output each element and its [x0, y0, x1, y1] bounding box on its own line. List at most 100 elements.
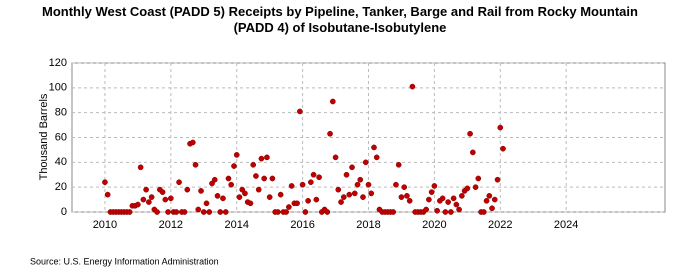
data-point	[203, 200, 210, 207]
x-tick-label: 2010	[93, 219, 117, 231]
data-point	[181, 209, 188, 215]
data-point	[338, 199, 344, 205]
data-point	[329, 98, 336, 105]
data-point	[307, 179, 314, 186]
data-point	[206, 209, 213, 215]
data-point	[283, 209, 289, 215]
data-point	[299, 181, 306, 188]
data-point	[220, 195, 226, 202]
data-point	[448, 209, 454, 215]
data-point	[189, 139, 196, 146]
data-point	[275, 209, 281, 215]
y-tick-label: 60	[55, 131, 67, 143]
data-point	[176, 179, 182, 186]
data-point	[458, 193, 465, 199]
data-point	[486, 193, 493, 199]
data-point	[340, 194, 347, 200]
data-point	[233, 152, 240, 158]
y-axis-label: Thousand Barrels	[38, 93, 50, 180]
data-point	[453, 201, 460, 208]
data-point	[225, 175, 232, 182]
data-point	[480, 209, 487, 215]
data-point	[140, 196, 147, 203]
data-point	[351, 190, 358, 197]
data-point	[261, 175, 268, 182]
data-point	[409, 83, 416, 90]
data-point	[231, 163, 237, 169]
data-point	[404, 193, 410, 199]
data-point	[135, 201, 141, 208]
data-point	[184, 186, 191, 193]
data-point	[500, 145, 506, 152]
data-point	[442, 209, 449, 215]
data-point	[258, 155, 265, 162]
data-point	[297, 108, 303, 115]
data-point	[104, 191, 111, 198]
data-point	[159, 189, 166, 195]
data-point	[365, 181, 372, 188]
data-point	[475, 175, 482, 182]
data-point	[277, 191, 284, 198]
y-tick-label: 100	[49, 82, 67, 94]
data-point	[472, 184, 479, 191]
data-point	[137, 164, 144, 171]
data-point	[250, 161, 257, 168]
y-tick-label: 40	[55, 156, 67, 168]
data-point	[167, 195, 174, 202]
data-point	[102, 179, 108, 186]
y-tick-label: 80	[55, 107, 67, 119]
data-point	[324, 209, 331, 215]
data-point	[154, 209, 160, 215]
data-point	[445, 199, 451, 205]
data-point	[228, 181, 235, 188]
data-point	[434, 207, 440, 214]
data-point	[450, 195, 457, 202]
data-point	[198, 188, 204, 194]
data-point	[143, 186, 149, 193]
data-point	[346, 191, 353, 198]
data-point	[173, 209, 180, 215]
data-point	[148, 194, 155, 200]
y-tick-label: 0	[61, 206, 67, 218]
data-point	[467, 130, 473, 137]
data-point	[371, 144, 377, 151]
data-point	[146, 199, 152, 205]
source-note: Source: U.S. Energy Information Administ…	[30, 256, 219, 266]
data-point	[393, 181, 399, 188]
data-point	[247, 200, 254, 207]
data-point	[214, 193, 221, 199]
data-point	[266, 194, 273, 200]
data-point	[332, 154, 339, 161]
data-point	[494, 176, 501, 183]
data-point	[483, 197, 490, 204]
data-point	[390, 209, 397, 215]
data-point	[343, 171, 350, 178]
data-point	[195, 206, 202, 213]
data-point	[360, 194, 366, 200]
data-point	[354, 181, 361, 188]
data-point	[253, 173, 259, 179]
x-tick-label: 2014	[224, 219, 248, 231]
data-point	[406, 197, 413, 204]
data-point	[316, 174, 322, 181]
data-point	[398, 194, 405, 200]
data-point	[200, 209, 207, 215]
y-tick-label: 20	[55, 181, 67, 193]
data-point	[428, 189, 435, 195]
data-point	[162, 196, 169, 203]
data-point	[242, 190, 248, 197]
data-point	[362, 159, 369, 166]
data-point	[192, 161, 199, 168]
data-point	[313, 196, 320, 203]
data-point	[126, 209, 133, 215]
data-point	[264, 154, 270, 161]
x-tick-label: 2022	[488, 219, 512, 231]
data-point	[395, 161, 402, 168]
data-point	[456, 206, 462, 213]
x-tick-label: 2016	[290, 219, 314, 231]
data-point	[269, 175, 276, 182]
x-tick-label: 2012	[159, 219, 183, 231]
x-tick-label: 2018	[356, 219, 380, 231]
